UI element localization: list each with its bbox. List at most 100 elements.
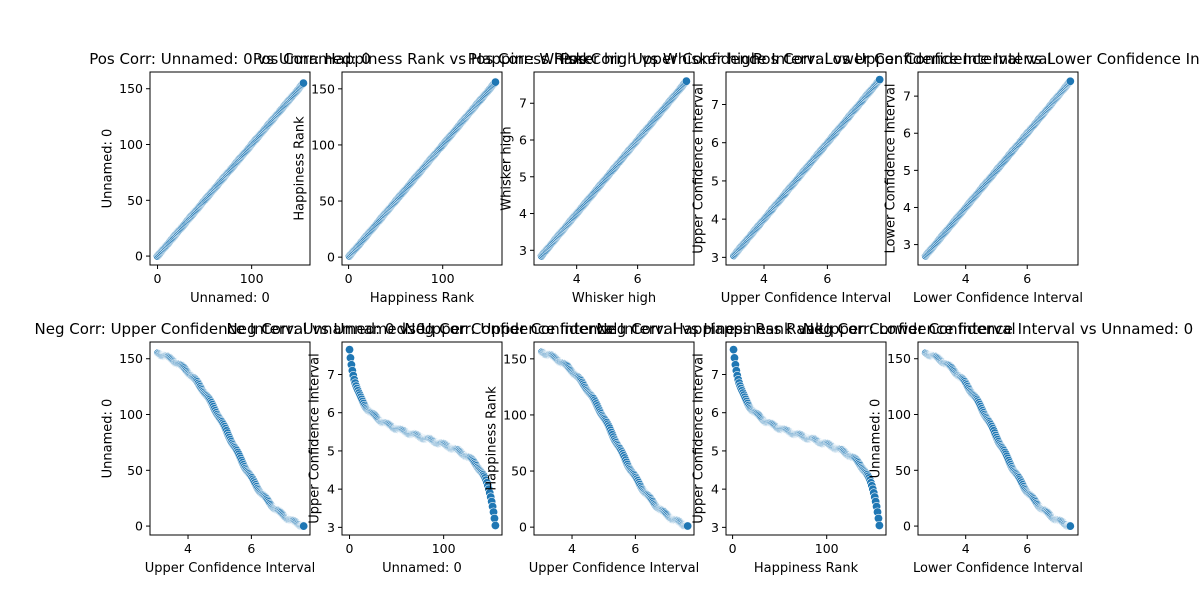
y-axis-label: Upper Confidence Interval [308,353,323,524]
subplot-title: Neg Corr: Happiness Rank vs Upper Confid… [596,320,1015,338]
x-tick-label: 6 [247,541,255,556]
axes-frame [341,71,503,266]
y-tick-label: 0 [135,519,143,534]
y-tick-label: 50 [895,463,911,478]
data-point [490,77,500,87]
subplot-title: Pos Corr: Unnamed: 0 vs Unnamed: 0 [89,50,371,68]
y-axis-label: Upper Confidence Interval [692,353,707,524]
y-tick-label: 5 [711,173,719,188]
y-tick-label: 6 [711,405,719,420]
y-tick-label: 50 [127,463,143,478]
x-tick-label: 0 [154,271,162,286]
y-tick-label: 5 [519,169,527,184]
y-axis-label: Upper Confidence Interval [692,83,707,254]
y-tick-label: 150 [119,351,143,366]
subplot-title: Neg Corr: Unnamed: 0 vs Upper Confidence… [227,320,618,338]
y-tick-label: 50 [511,464,527,479]
y-axis-label: Lower Confidence Interval [884,83,899,253]
y-tick-label: 6 [519,133,527,148]
x-tick-label: 0 [729,541,737,556]
y-tick-label: 5 [711,443,719,458]
y-tick-label: 0 [327,250,335,265]
x-tick-label: 100 [431,271,455,286]
subplot-5: 4 6 3 4 5 6 7 Lower Confidence Interval Lower Co… [753,50,1200,306]
subplot-title: Pos Corr: Upper Confidence Interval vs U… [560,50,1051,68]
y-tick-label: 150 [311,81,335,96]
x-axis-label: Upper Confidence Interval [145,561,316,576]
x-tick-label: 4 [962,541,970,556]
data-point [345,345,355,355]
y-tick-label: 6 [711,135,719,150]
y-tick-label: 0 [903,519,911,534]
y-tick-label: 3 [903,237,911,252]
subplot-title: Pos Corr: Happiness Rank vs Happiness Ra… [253,50,592,68]
x-tick-label: 6 [1023,271,1031,286]
subplot-10: 4 6 0 50 100 150 Lower Confidence Interval Unna… [803,320,1193,576]
y-tick-label: 4 [903,200,911,215]
y-axis-label: Unnamed: 0 [101,129,116,209]
data-point [875,75,885,85]
y-axis-label: Unnamed: 0 [869,399,884,479]
data-point [298,78,308,88]
y-tick-label: 150 [119,81,143,96]
data-point [1065,76,1075,86]
x-tick-label: 0 [345,271,353,286]
subplot-title: Neg Corr: Lower Confidence Interval vs U… [803,320,1193,338]
y-tick-label: 4 [327,482,335,497]
y-tick-label: 3 [711,250,719,265]
x-tick-label: 4 [568,541,576,556]
y-axis-label: Unnamed: 0 [101,399,116,479]
data-point [490,520,500,530]
data-point [299,521,309,531]
subplot-2: 0 100 0 50 100 150 Happiness Rank Happiness Ran… [253,50,592,306]
subplot-8: 4 6 0 50 100 150 Upper Confidence Interval Happ… [404,320,824,576]
y-tick-label: 4 [711,212,719,227]
axes-frame [149,341,311,536]
y-tick-label: 7 [903,89,911,104]
data-point [1065,521,1075,531]
y-axis-label: Happiness Rank [485,386,500,491]
y-tick-label: 100 [119,407,143,422]
data-point [729,345,739,355]
x-axis-label: Whisker high [572,291,656,306]
x-axis-label: Unnamed: 0 [382,561,462,576]
y-tick-label: 7 [711,367,719,382]
y-axis-label: Happiness Rank [293,116,308,221]
y-tick-label: 150 [503,351,527,366]
subplot-title: Neg Corr: Upper Confidence Interval vs U… [35,320,426,338]
y-tick-label: 5 [903,163,911,178]
y-axis-label: Whisker high [500,126,515,210]
axes-frame [917,71,1079,266]
x-tick-label: 100 [815,541,839,556]
subplot-4: 4 6 3 4 5 6 7 Upper Confidence Interval Upper Co… [560,50,1051,306]
y-tick-label: 100 [311,137,335,152]
x-tick-label: 4 [184,541,192,556]
y-tick-label: 6 [903,126,911,141]
axes-frame [341,341,503,536]
axes-frame [149,71,311,266]
y-tick-label: 150 [887,351,911,366]
x-axis-label: Happiness Rank [370,291,475,306]
y-tick-label: 4 [519,206,527,221]
axes-frame [533,71,695,266]
axes-frame [533,341,695,536]
x-tick-label: 6 [1023,541,1031,556]
data-point [683,521,693,531]
y-tick-label: 100 [503,407,527,422]
subplot-9: 0 100 3 4 5 6 7 Happiness Rank Upper Confidence … [596,320,1015,576]
x-tick-label: 6 [634,271,642,286]
x-axis-label: Lower Confidence Interval [913,561,1083,576]
x-tick-label: 4 [573,271,581,286]
axes-frame [725,71,887,266]
x-axis-label: Happiness Rank [754,561,859,576]
x-axis-label: Lower Confidence Interval [913,291,1083,306]
y-tick-label: 3 [519,243,527,258]
x-axis-label: Upper Confidence Interval [721,291,892,306]
x-axis-label: Upper Confidence Interval [529,561,700,576]
x-tick-label: 100 [432,541,456,556]
x-tick-label: 6 [631,541,639,556]
y-tick-label: 7 [327,367,335,382]
y-tick-label: 3 [711,520,719,535]
data-point [681,76,691,86]
